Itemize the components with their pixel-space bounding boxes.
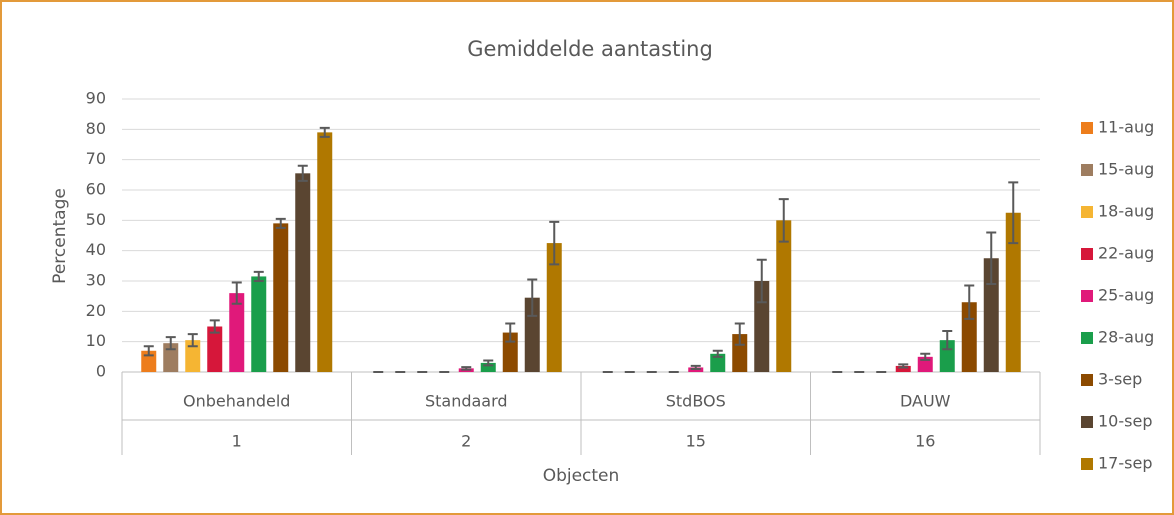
bar (895, 365, 911, 372)
bar (546, 243, 562, 372)
bar (163, 343, 179, 372)
legend-swatch (1081, 416, 1093, 428)
y-tick-label: 10 (86, 331, 106, 350)
legend-label: 3-sep (1098, 370, 1142, 389)
error-bar (549, 220, 560, 266)
error-bar (143, 345, 154, 357)
y-tick-label: 50 (86, 210, 106, 229)
error-bar (483, 359, 494, 367)
error-bar (275, 217, 286, 229)
y-tick-label: 40 (86, 240, 106, 259)
legend-swatch (1081, 332, 1093, 344)
error-bar (165, 336, 176, 351)
y-tick-label: 90 (86, 89, 106, 108)
error-bar (778, 198, 789, 243)
error-bar (1008, 181, 1019, 245)
error-bar (253, 270, 264, 282)
bar (776, 220, 792, 372)
legend-label: 28-aug (1098, 328, 1154, 347)
x-subtick-label: 15 (686, 432, 706, 451)
x-tick-label: Standaard (425, 392, 508, 411)
error-bar (734, 322, 745, 346)
bar (185, 340, 201, 372)
error-bar (231, 281, 242, 305)
error-bar (505, 322, 516, 343)
error-bar (527, 278, 538, 317)
legend-label: 10-sep (1098, 412, 1152, 431)
error-bar (187, 333, 198, 348)
legend-swatch (1081, 374, 1093, 386)
error-bar (986, 231, 997, 286)
x-tick-label: Onbehandeld (183, 392, 290, 411)
error-bar (319, 126, 330, 138)
bar (1005, 212, 1021, 372)
bar (251, 276, 267, 372)
bar (710, 353, 726, 372)
y-axis-label: Percentage (50, 188, 70, 284)
x-tick-label: DAUW (900, 392, 951, 411)
error-bar (297, 164, 308, 182)
legend-swatch (1081, 164, 1093, 176)
x-subtick-label: 2 (461, 432, 471, 451)
error-bar (964, 284, 975, 320)
legend-label: 11-aug (1098, 118, 1154, 137)
x-subtick-label: 1 (232, 432, 242, 451)
error-bar (920, 352, 931, 361)
y-tick-label: 0 (96, 362, 106, 381)
legend-label: 18-aug (1098, 202, 1154, 221)
error-bar (209, 319, 220, 334)
x-subtick-label: 16 (915, 432, 935, 451)
bar (983, 258, 999, 372)
bar (754, 281, 770, 372)
bar (480, 362, 496, 372)
legend-swatch (1081, 458, 1093, 470)
bar (295, 173, 311, 372)
bar (207, 326, 223, 372)
legend-label: 15-aug (1098, 160, 1154, 179)
error-bar (461, 366, 472, 371)
bar (732, 334, 748, 372)
error-bar (942, 330, 953, 351)
legend-swatch (1081, 122, 1093, 134)
error-bar (690, 364, 701, 370)
bar (273, 223, 289, 372)
y-tick-label: 80 (86, 119, 106, 138)
error-bar (898, 363, 909, 369)
legend-label: 25-aug (1098, 286, 1154, 305)
chart-title: Gemiddelde aantasting (467, 37, 713, 61)
bar (317, 132, 333, 372)
y-tick-label: 30 (86, 271, 106, 290)
x-tick-label: StdBOS (666, 392, 726, 411)
legend-swatch (1081, 206, 1093, 218)
error-bar (756, 258, 767, 304)
legend-swatch (1081, 248, 1093, 260)
error-bar (712, 349, 723, 358)
legend-swatch (1081, 290, 1093, 302)
legend-label: 22-aug (1098, 244, 1154, 263)
y-tick-label: 70 (86, 149, 106, 168)
y-tick-label: 60 (86, 180, 106, 199)
y-tick-label: 20 (86, 301, 106, 320)
legend-label: 17-sep (1098, 454, 1152, 473)
bar (939, 340, 955, 372)
bar (229, 293, 245, 372)
x-axis-label: Objecten (543, 466, 620, 486)
